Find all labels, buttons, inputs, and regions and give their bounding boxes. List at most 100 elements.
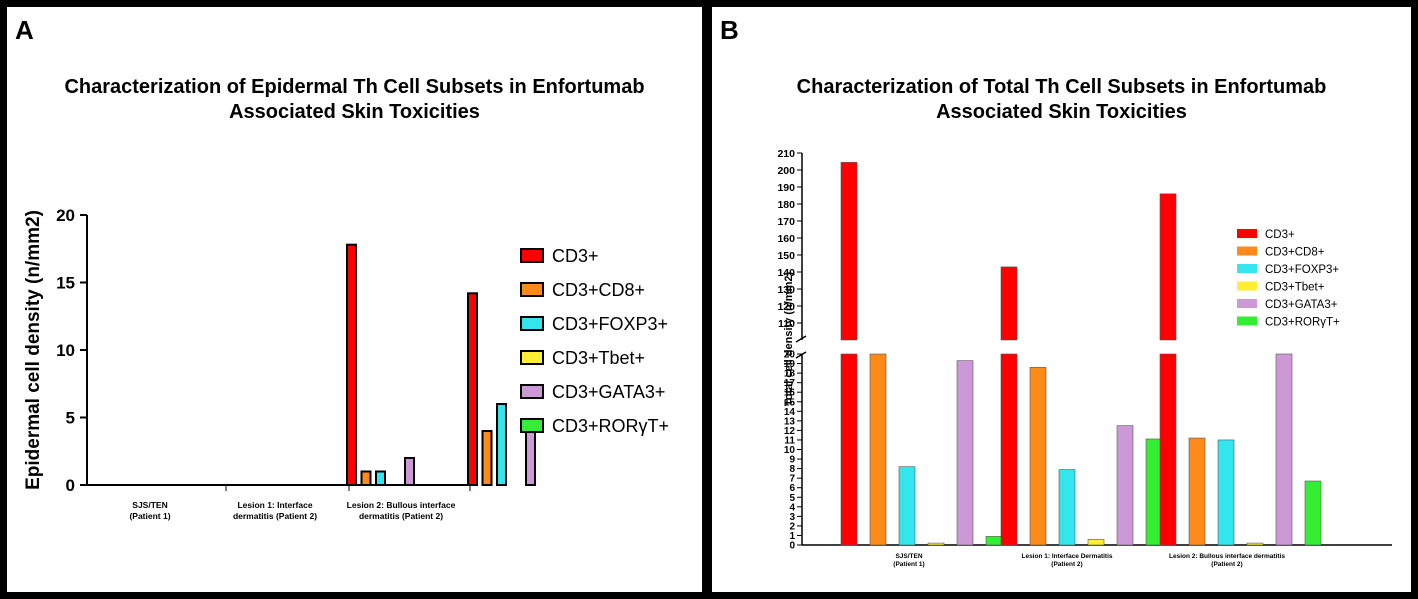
y-tick-label: 15 xyxy=(784,397,796,408)
y-tick-label: 6 xyxy=(789,483,795,494)
x-tick-label: Lesion 1: Interface xyxy=(237,500,312,510)
bar-cd3-foxp3 xyxy=(375,470,386,486)
bar-cd3-ror-t xyxy=(1145,438,1163,546)
y-tick-label: 11 xyxy=(784,435,795,446)
y-tick-label: 120 xyxy=(777,301,795,313)
panel-a-letter: A xyxy=(15,15,34,45)
panel-a: A Characterization of Epidermal Th Cell … xyxy=(7,7,702,592)
chart-a-svg: 0 5 10 15 20 Epidermal cell density (n/mm2) SJ… xyxy=(23,206,669,521)
bar-cd3-cd8 xyxy=(1029,367,1047,546)
legend-label: CD3+GATA3+ xyxy=(552,382,665,402)
x-tick-label: (Patient 1) xyxy=(129,511,170,521)
bar-cd3-foxp3 xyxy=(496,403,507,486)
legend-label: CD3+Tbet+ xyxy=(552,348,645,368)
bar-cd3 xyxy=(346,243,357,486)
chart-a-title-line2: Associated Skin Toxicities xyxy=(229,101,480,123)
y-tick-label: 17 xyxy=(784,378,796,389)
x-tick-label: dermatitis (Patient 2) xyxy=(359,511,443,521)
chart-b-title-line1: Characterization of Total Th Cell Subset… xyxy=(796,76,1327,98)
bar-cd3-tbet xyxy=(927,542,945,546)
bar-cd3-tbet xyxy=(1087,538,1105,546)
legend-swatch-cd3 xyxy=(520,248,544,263)
legend-label: CD3+FOXP3+ xyxy=(552,314,668,334)
y-tick-label: 10 xyxy=(56,341,75,360)
x-tick-label: SJS/TEN xyxy=(132,500,167,510)
legend-swatch-cd3-foxp3 xyxy=(520,316,544,331)
bar-cd3-foxp3 xyxy=(1058,469,1076,546)
y-tick-label: 14 xyxy=(784,407,796,418)
bar-cd3-gata3 xyxy=(525,430,536,486)
legend-label: CD3+RORγT+ xyxy=(552,416,669,436)
legend-label: CD3+FOXP3+ xyxy=(1265,264,1339,276)
chart-b-svg: 1101201301401501601701801902002100123456… xyxy=(777,148,1392,568)
y-tick-label: 4 xyxy=(789,502,795,513)
y-tick-label: 7 xyxy=(789,474,795,485)
y-tick-label: 170 xyxy=(777,216,795,228)
bar-cd3-tbet xyxy=(1246,542,1264,546)
y-tick-label: 16 xyxy=(784,388,796,399)
bar-cd3-cd8 xyxy=(869,353,887,546)
bar-cd3-cd8 xyxy=(1188,437,1206,546)
bar-cd3 xyxy=(1000,353,1018,546)
legend-swatch-cd3-gata3 xyxy=(520,384,544,399)
chart-b-title-line2: Associated Skin Toxicities xyxy=(936,101,1187,123)
bar-cd3-cd8 xyxy=(360,470,372,486)
x-tick-label: (Patient 1) xyxy=(893,561,924,568)
y-tick-label: 8 xyxy=(789,464,795,475)
y-tick-label: 0 xyxy=(789,541,795,552)
bar-cd3-cd8 xyxy=(481,430,493,486)
y-tick-label: 20 xyxy=(784,350,796,361)
legend-swatch-cd3-tbet xyxy=(520,350,544,365)
bar-cd3 xyxy=(467,292,478,486)
panel-b-letter: B xyxy=(720,15,739,45)
legend-label: CD3+ xyxy=(552,246,599,266)
bar-cd3-ror-t xyxy=(985,536,1003,546)
y-tick-label: 5 xyxy=(789,493,795,504)
y-tick-label: 18 xyxy=(784,369,796,380)
panel-b: B Characterization of Total Th Cell Subs… xyxy=(712,7,1411,592)
y-tick-label: 0 xyxy=(66,476,75,495)
bar-cd3-ror-t xyxy=(1304,480,1322,546)
y-tick-label: 10 xyxy=(784,445,796,456)
y-tick-label: 13 xyxy=(784,416,796,427)
axis-break-mark xyxy=(795,351,807,359)
bar-cd3-gata3 xyxy=(1116,425,1134,546)
bar-cd3-foxp3 xyxy=(1217,439,1235,546)
legend-swatch-cd3-cd8 xyxy=(1237,246,1257,256)
bar-cd3-gata3 xyxy=(1275,353,1293,546)
chart-b-title: Characterization of Total Th Cell Subset… xyxy=(712,75,1411,125)
bar-cd3 xyxy=(840,353,858,546)
legend-swatch-cd3-gata3 xyxy=(1237,299,1257,308)
legend-swatch-cd3-ror-t xyxy=(1237,316,1257,326)
legend-swatch-cd3 xyxy=(1237,229,1257,238)
x-tick-label: SJS/TEN xyxy=(895,553,922,560)
x-tick-label: Lesion 1: Interface Dermatitis xyxy=(1021,553,1112,560)
y-tick-label: 5 xyxy=(66,409,75,428)
y-tick-label: 160 xyxy=(777,233,795,245)
bar-cd3 xyxy=(1159,353,1177,546)
legend-label: CD3+CD8+ xyxy=(1265,247,1325,259)
legend-swatch-cd3-tbet xyxy=(1237,281,1257,291)
bar-cd3-upper xyxy=(1159,193,1177,341)
y-tick-label: 130 xyxy=(777,284,795,296)
legend-label: CD3+CD8+ xyxy=(552,280,645,300)
y-tick-label: 15 xyxy=(56,274,75,293)
y-tick-label: 150 xyxy=(777,250,795,262)
x-tick-label: (Patient 2) xyxy=(1211,561,1242,568)
legend-label: CD3+GATA3+ xyxy=(1265,299,1338,311)
x-tick-label: dermatitis (Patient 2) xyxy=(233,511,317,521)
y-axis-label: Total cell density (n/mm2) xyxy=(783,272,795,407)
y-tick-label: 110 xyxy=(778,318,795,330)
legend-swatch-cd3-foxp3 xyxy=(1237,264,1257,273)
y-tick-label: 9 xyxy=(789,455,795,466)
legend-label: CD3+Tbet+ xyxy=(1265,282,1325,294)
legend-label: CD3+RORγT+ xyxy=(1265,317,1340,329)
legend-label: CD3+ xyxy=(1265,229,1295,241)
x-tick-label: Lesion 2: Bullous interface dermatitis xyxy=(1169,553,1285,560)
y-tick-label: 1 xyxy=(789,531,795,542)
chart-a-title: Characterization of Epidermal Th Cell Su… xyxy=(7,75,702,125)
y-tick-label: 200 xyxy=(777,165,795,177)
y-tick-label: 20 xyxy=(56,206,75,225)
y-tick-label: 190 xyxy=(777,182,795,194)
axis-break-mark xyxy=(795,335,807,343)
